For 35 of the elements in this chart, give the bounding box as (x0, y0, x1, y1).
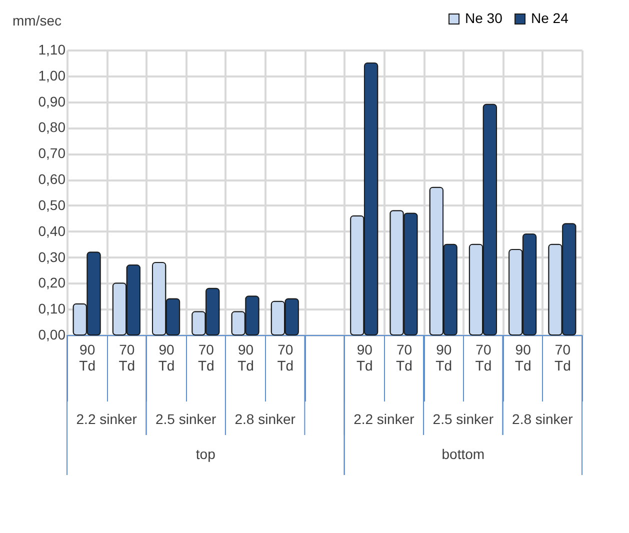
y-tick-label: 0,00 (38, 326, 66, 342)
x-tick-label: 70 Td (198, 342, 214, 374)
y-tick-label: 1,00 (38, 67, 66, 84)
text: 2.8 sinker (234, 411, 296, 427)
y-tick-label: 0,90 (38, 93, 66, 110)
x-tick-label: 90 Td (514, 342, 532, 374)
text: 2.8 sinker (512, 411, 574, 427)
x-tick-label: 90 Td (79, 342, 96, 374)
x-tick-label: 70 Td (277, 342, 294, 374)
x-tick-label: 70 Td (554, 342, 571, 374)
x-tick-label: 90 Td (436, 342, 452, 374)
y-tick-label: 0,10 (38, 300, 66, 317)
text: top (196, 446, 216, 462)
y-tick-label: 1,10 (38, 42, 66, 58)
text: bottom (442, 446, 485, 462)
y-tick-label: 0,30 (38, 248, 66, 265)
y-tick-label: 0,70 (38, 145, 66, 162)
text: 2.5 sinker (155, 411, 217, 427)
text: 2.2 sinker (76, 411, 138, 427)
y-tick-label: 0,60 (38, 171, 66, 188)
text: 2.2 sinker (354, 411, 415, 427)
x-tick-label: 70 Td (118, 342, 136, 374)
x-tick-label: 90 Td (356, 342, 373, 374)
x-tick-label: 70 Td (475, 342, 492, 374)
x-tick-label: 90 Td (158, 342, 175, 374)
text: 2.5 sinker (432, 411, 494, 427)
x-tick-label: 70 Td (396, 342, 412, 374)
legend-label: Ne 30 (465, 10, 503, 26)
y-tick-label: 0,50 (38, 196, 66, 213)
x-tick-label: 90 Td (238, 342, 254, 374)
y-tick-label: 0,40 (38, 222, 66, 239)
y-tick-label: 0,20 (38, 274, 66, 291)
y-tick-label: 0,80 (38, 119, 66, 136)
legend-label: Ne 24 (531, 10, 569, 26)
y-axis-title: mm/sec (12, 12, 62, 28)
